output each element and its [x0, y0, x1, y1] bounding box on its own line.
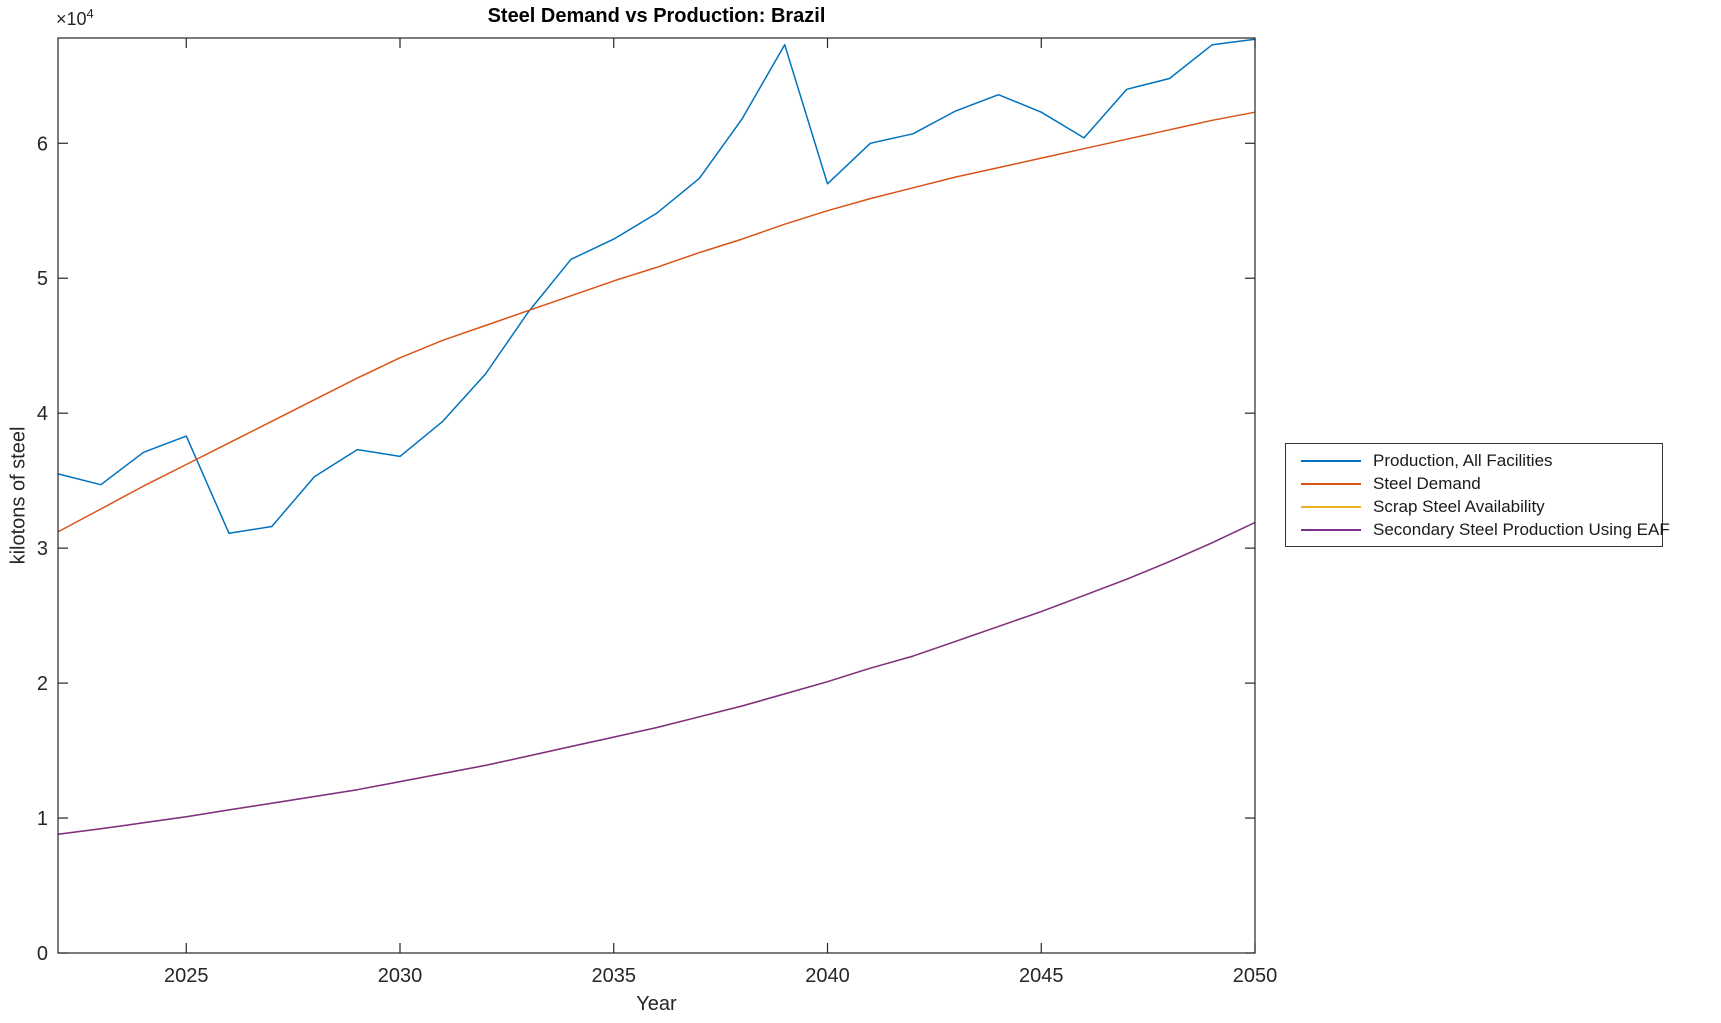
legend-item: Secondary Steel Production Using EAF — [1286, 520, 1670, 540]
y-axis-offset-base: ×10 — [56, 9, 87, 29]
y-axis-offset-exponent: 4 — [86, 6, 94, 21]
x-tick-label: 2035 — [592, 965, 637, 987]
y-tick-label: 3 — [37, 538, 48, 560]
y-tick-label: 2 — [37, 673, 48, 695]
legend: Production, All Facilities Steel Demand … — [1285, 443, 1670, 547]
legend-line-sample-icon — [1301, 505, 1361, 508]
legend-line-sample-icon — [1301, 482, 1361, 485]
legend-line-sample-icon — [1301, 459, 1361, 462]
chart-title: Steel Demand vs Production: Brazil — [487, 5, 826, 27]
series-line-scrap-steel-availability — [57, 521, 1256, 835]
x-tick-label: 2030 — [378, 965, 423, 987]
axes-box — [57, 37, 1256, 954]
y-axis-label: kilotons of steel — [7, 426, 30, 565]
x-axis-label: Year — [636, 993, 677, 1015]
y-tick-label: 1 — [37, 808, 48, 830]
y-axis-offset-label: ×104 — [56, 6, 94, 30]
series-line-secondary-steel-production-using-eaf — [57, 521, 1256, 835]
y-tick-label: 5 — [37, 268, 48, 290]
legend-item: Steel Demand — [1286, 474, 1662, 494]
legend-item: Production, All Facilities — [1286, 451, 1662, 471]
y-tick-label: 4 — [37, 403, 48, 425]
x-tick-label: 2045 — [1019, 965, 1064, 987]
y-tick-label: 6 — [37, 133, 48, 155]
legend-item-label: Secondary Steel Production Using EAF — [1373, 519, 1670, 539]
series-line-production-all-facilities — [57, 38, 1256, 535]
legend-item-label: Steel Demand — [1373, 473, 1481, 493]
y-tick-label: 0 — [37, 943, 48, 965]
series-line-steel-demand — [57, 111, 1256, 533]
x-tick-label: 2025 — [164, 965, 209, 987]
legend-item-label: Production, All Facilities — [1373, 450, 1553, 470]
y-axis-label-container: kilotons of steel — [6, 38, 32, 953]
x-tick-label: 2050 — [1233, 965, 1278, 987]
legend-item-label: Scrap Steel Availability — [1373, 496, 1545, 516]
legend-line-sample-icon — [1301, 528, 1361, 531]
x-tick-label: 2040 — [805, 965, 850, 987]
legend-item: Scrap Steel Availability — [1286, 497, 1662, 517]
